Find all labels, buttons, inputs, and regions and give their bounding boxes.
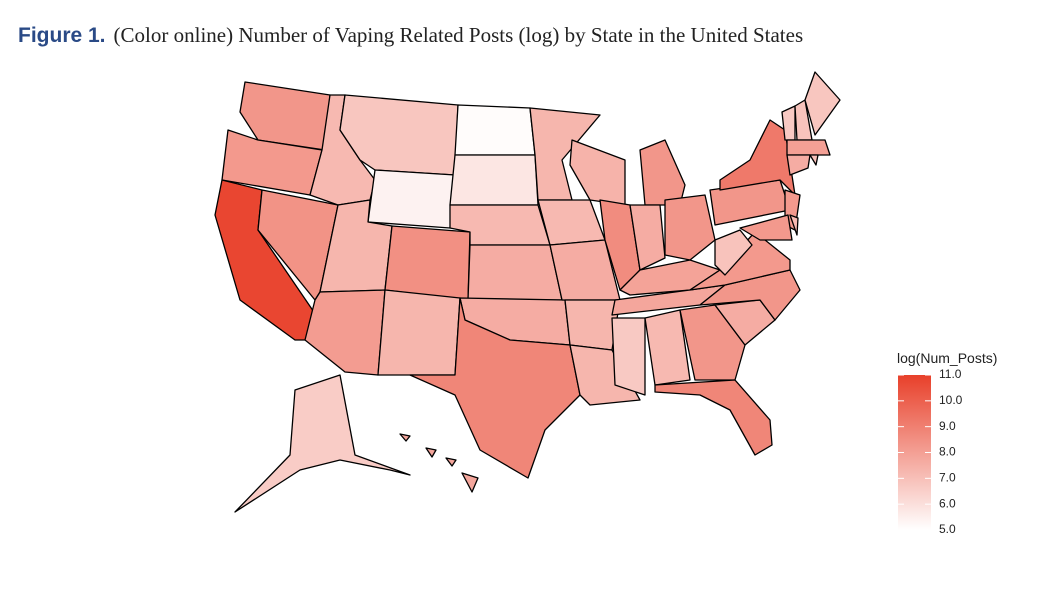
state (809, 154, 819, 166)
state (804, 71, 841, 136)
colorbar-tick-label: 7.0 (939, 471, 956, 485)
state (786, 139, 831, 156)
state (467, 244, 563, 301)
colorbar-tick-label: 11.0 (939, 367, 962, 381)
legend: log(Num_Posts) 5.0 6.0 7.0 8.0 9.0 10.0 11.0 (897, 350, 997, 536)
map (214, 71, 841, 513)
state (367, 169, 456, 229)
colorbar-tick-label: 10.0 (939, 393, 963, 407)
state (454, 104, 536, 156)
state (449, 154, 539, 206)
state (781, 105, 796, 141)
state (786, 154, 811, 176)
figure-label: Figure 1. (18, 24, 106, 47)
state (569, 139, 626, 206)
state (644, 309, 691, 386)
legend-title: log(Num_Posts) (897, 350, 997, 366)
state (399, 433, 479, 493)
state (234, 374, 411, 513)
colorbar-tick-label: 6.0 (939, 496, 956, 510)
state (377, 289, 461, 376)
state (409, 297, 581, 479)
state (384, 225, 471, 301)
colorbar-tick-label: 8.0 (939, 445, 956, 459)
state (537, 199, 606, 246)
colorbar-tick-label: 5.0 (939, 522, 956, 536)
caption: (Color online) Number of Vaping Related … (114, 23, 804, 47)
colorbar-tick-label: 9.0 (939, 419, 956, 433)
state (789, 214, 799, 236)
state (304, 289, 386, 376)
state (714, 229, 753, 276)
state (611, 317, 646, 396)
state (629, 204, 666, 271)
state (569, 344, 641, 406)
state (739, 214, 793, 241)
state (664, 194, 716, 261)
state (654, 379, 773, 456)
state (639, 139, 686, 206)
figure-caption: Figure 1. (Color online) Number of Vaping… (18, 23, 803, 47)
